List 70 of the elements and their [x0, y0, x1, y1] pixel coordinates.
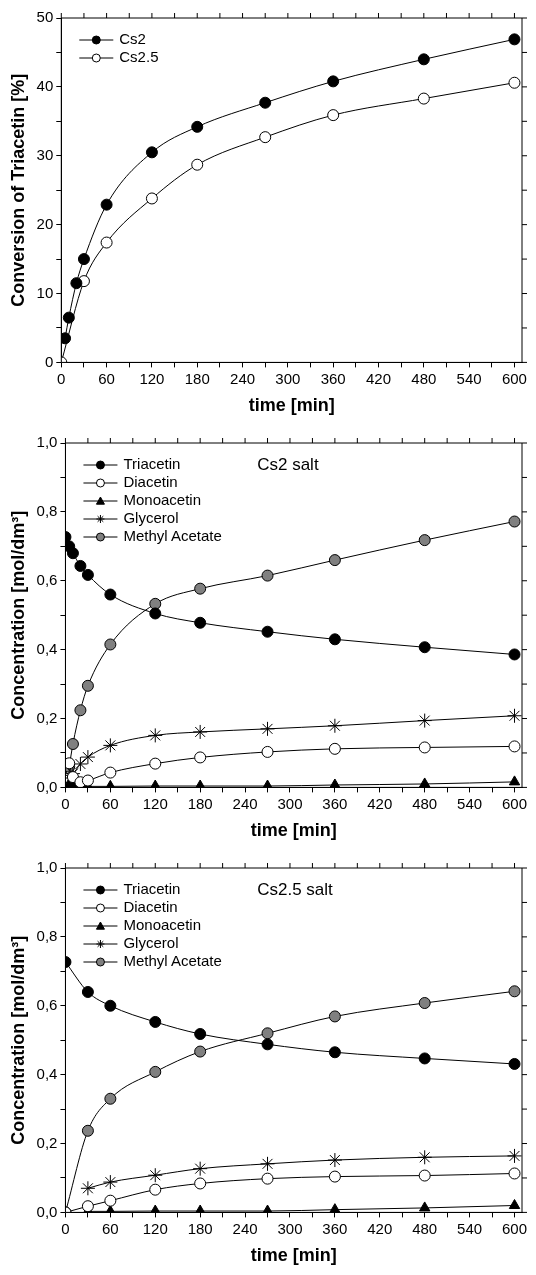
legend-label: Monoacetin — [123, 491, 202, 509]
legend-label: Methyl Acetate — [123, 952, 222, 970]
x-tick-label: 120 — [142, 794, 168, 812]
legend-label: Cs2 — [119, 30, 146, 48]
x-tick-label: 60 — [102, 1219, 119, 1237]
x-axis-title: time [min] — [248, 395, 335, 416]
x-tick-label: 0 — [61, 1219, 70, 1237]
y-tick-label: 1,0 — [36, 858, 58, 876]
y-tick-label: 0,6 — [36, 570, 58, 588]
y-tick-label: 50 — [36, 8, 54, 26]
x-tick-label: 60 — [98, 369, 115, 387]
legend-label: Glycerol — [123, 934, 179, 952]
x-tick-label: 240 — [232, 1219, 258, 1237]
x-tick-label: 120 — [139, 369, 165, 387]
y-tick-label: 0,0 — [36, 1202, 58, 1220]
y-axis-title: Concentration [mol/dm³] — [7, 935, 28, 1145]
x-tick-label: 360 — [320, 369, 346, 387]
y-axis-title: Concentration [mol/dm³] — [7, 510, 28, 720]
x-tick-label: 180 — [187, 794, 213, 812]
x-tick-label: 360 — [322, 1219, 348, 1237]
y-tick-label: 10 — [36, 283, 54, 301]
x-tick-label: 240 — [230, 369, 256, 387]
x-tick-label: 300 — [275, 369, 301, 387]
x-tick-label: 120 — [142, 1219, 168, 1237]
x-axis-title: time [min] — [250, 1245, 337, 1266]
y-axis-title: Conversion of Triacetin [%] — [7, 73, 28, 307]
x-tick-label: 420 — [365, 369, 392, 387]
x-tick-label: 540 — [457, 794, 483, 812]
legend-label: Triacetin — [123, 455, 181, 473]
x-tick-label: 360 — [322, 794, 348, 812]
y-tick-label: 0,6 — [36, 995, 58, 1013]
y-tick-label: 0,8 — [36, 927, 58, 945]
legend-label: Methyl Acetate — [123, 527, 222, 545]
x-tick-label: 420 — [367, 794, 393, 812]
x-tick-label: 0 — [61, 794, 70, 812]
x-tick-label: 480 — [412, 794, 438, 812]
annotation: Cs2 salt — [257, 454, 319, 474]
x-tick-label: 300 — [277, 794, 303, 812]
annotation: Cs2.5 salt — [257, 879, 334, 899]
x-axis-title: time [min] — [250, 820, 337, 841]
legend-label: Monoacetin — [123, 916, 202, 934]
y-tick-label: 0,4 — [36, 639, 58, 657]
y-tick-label: 40 — [36, 77, 54, 95]
x-tick-label: 180 — [184, 369, 210, 387]
y-tick-label: 0,8 — [36, 502, 58, 520]
x-tick-label: 600 — [502, 1219, 528, 1237]
x-tick-label: 540 — [457, 1219, 483, 1237]
x-tick-label: 600 — [501, 369, 527, 387]
y-tick-label: 30 — [36, 145, 54, 163]
x-tick-label: 420 — [367, 1219, 393, 1237]
legend-label: Diacetin — [123, 898, 178, 916]
x-tick-label: 180 — [187, 1219, 213, 1237]
legend-label: Glycerol — [123, 509, 179, 527]
x-tick-label: 600 — [502, 794, 528, 812]
legend-label: Triacetin — [123, 880, 181, 898]
y-tick-label: 0,0 — [36, 777, 58, 795]
x-tick-label: 60 — [102, 794, 119, 812]
x-tick-label: 300 — [277, 1219, 303, 1237]
y-tick-label: 20 — [36, 214, 54, 232]
y-tick-label: 0,2 — [36, 708, 58, 726]
y-tick-label: 0,4 — [36, 1064, 58, 1082]
x-tick-label: 540 — [456, 369, 482, 387]
y-tick-label: 0,2 — [36, 1133, 58, 1151]
x-tick-label: 480 — [412, 1219, 438, 1237]
x-tick-label: 480 — [411, 369, 437, 387]
legend-label: Diacetin — [123, 473, 178, 491]
legend-label: Cs2.5 — [119, 48, 159, 66]
y-tick-label: 0 — [44, 352, 54, 370]
y-tick-label: 1,0 — [36, 433, 58, 451]
x-tick-label: 240 — [232, 794, 258, 812]
